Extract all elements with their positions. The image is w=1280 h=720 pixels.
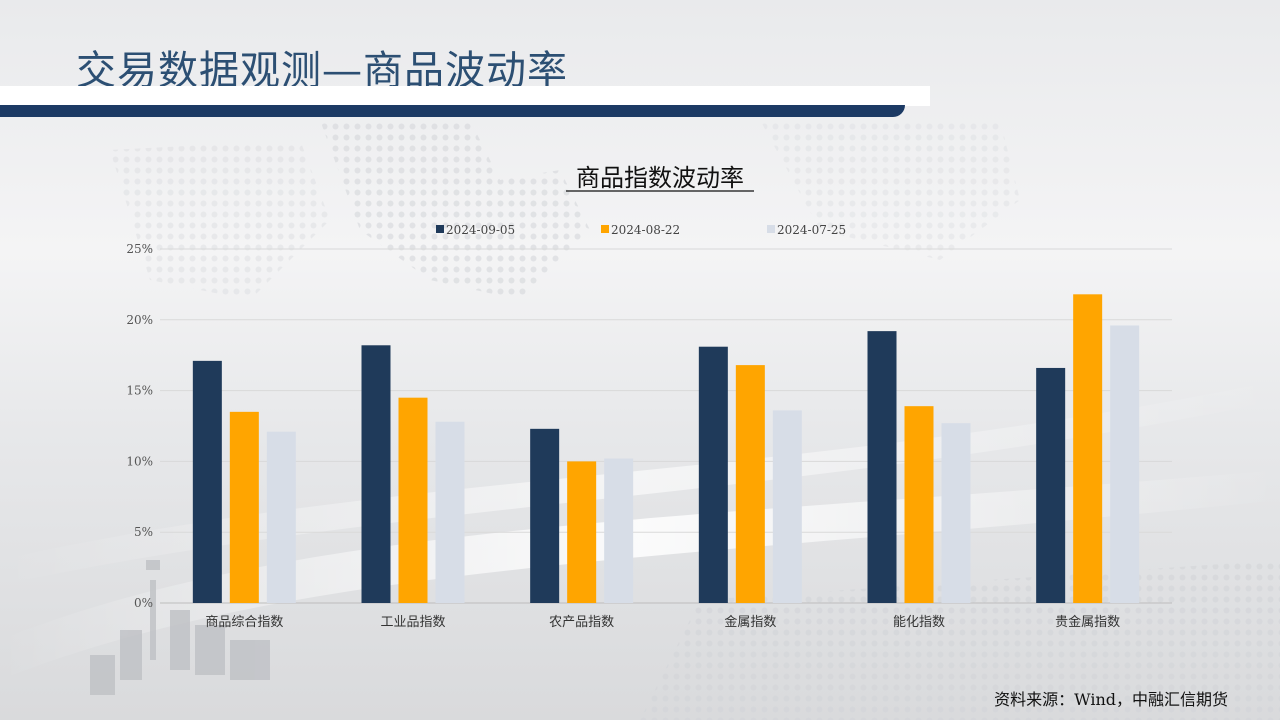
category-label: 金属指数 — [724, 614, 776, 630]
bar-2024-09-05-商品综合指数 — [192, 360, 222, 603]
bar-2024-07-25-农产品指数 — [604, 458, 634, 603]
bar-2024-08-22-工业品指数 — [398, 397, 428, 603]
bar-2024-07-25-商品综合指数 — [266, 431, 296, 603]
bar-2024-07-25-能化指数 — [941, 423, 971, 603]
legend-label: 2024-09-05 — [446, 223, 515, 237]
legend: 2024-09-05 2024-08-22 2024-07-25 — [436, 223, 846, 237]
bars — [192, 294, 1140, 603]
legend-swatch — [436, 225, 444, 233]
title-underline-bar — [0, 105, 905, 117]
y-tick-label: 15% — [126, 384, 153, 398]
category-label: 工业品指数 — [380, 615, 445, 630]
bar-2024-08-22-能化指数 — [904, 406, 934, 603]
source-note: 资料来源：Wind，中融汇信期货 — [994, 690, 1228, 709]
bar-2024-07-25-贵金属指数 — [1110, 325, 1140, 603]
category-label: 商品综合指数 — [205, 615, 283, 630]
bar-2024-07-25-工业品指数 — [435, 421, 465, 603]
y-tick-label: 20% — [126, 313, 153, 327]
bar-2024-08-22-农产品指数 — [567, 461, 597, 603]
bar-2024-08-22-贵金属指数 — [1073, 294, 1103, 603]
legend-label: 2024-07-25 — [777, 223, 846, 237]
bar-2024-09-05-能化指数 — [867, 331, 897, 603]
category-label: 农产品指数 — [549, 615, 614, 630]
legend-label: 2024-08-22 — [611, 223, 680, 237]
bar-2024-08-22-金属指数 — [735, 365, 765, 603]
bar-2024-08-22-商品综合指数 — [229, 411, 259, 603]
y-axis-ticks: 0% 5% 10% 15% 20% 25% — [126, 242, 153, 610]
gridlines — [160, 248, 1172, 604]
category-label: 贵金属指数 — [1055, 614, 1120, 630]
x-axis-categories: 商品综合指数 工业品指数 农产品指数 金属指数 能化指数 贵金属指数 — [205, 614, 1120, 630]
y-tick-label: 10% — [126, 454, 153, 468]
bar-2024-09-05-金属指数 — [698, 346, 728, 603]
title-underline-light — [0, 86, 930, 106]
bar-2024-09-05-农产品指数 — [530, 428, 560, 603]
legend-swatch — [601, 225, 609, 233]
category-label: 能化指数 — [893, 615, 945, 630]
chart-title: 商品指数波动率 — [576, 164, 744, 192]
bar-2024-07-25-金属指数 — [772, 410, 802, 603]
legend-swatch — [767, 225, 775, 233]
y-tick-label: 5% — [134, 525, 153, 539]
bar-2024-09-05-工业品指数 — [361, 345, 391, 603]
bar-2024-09-05-贵金属指数 — [1036, 367, 1066, 603]
y-tick-label: 0% — [134, 596, 153, 610]
y-tick-label: 25% — [126, 242, 153, 256]
